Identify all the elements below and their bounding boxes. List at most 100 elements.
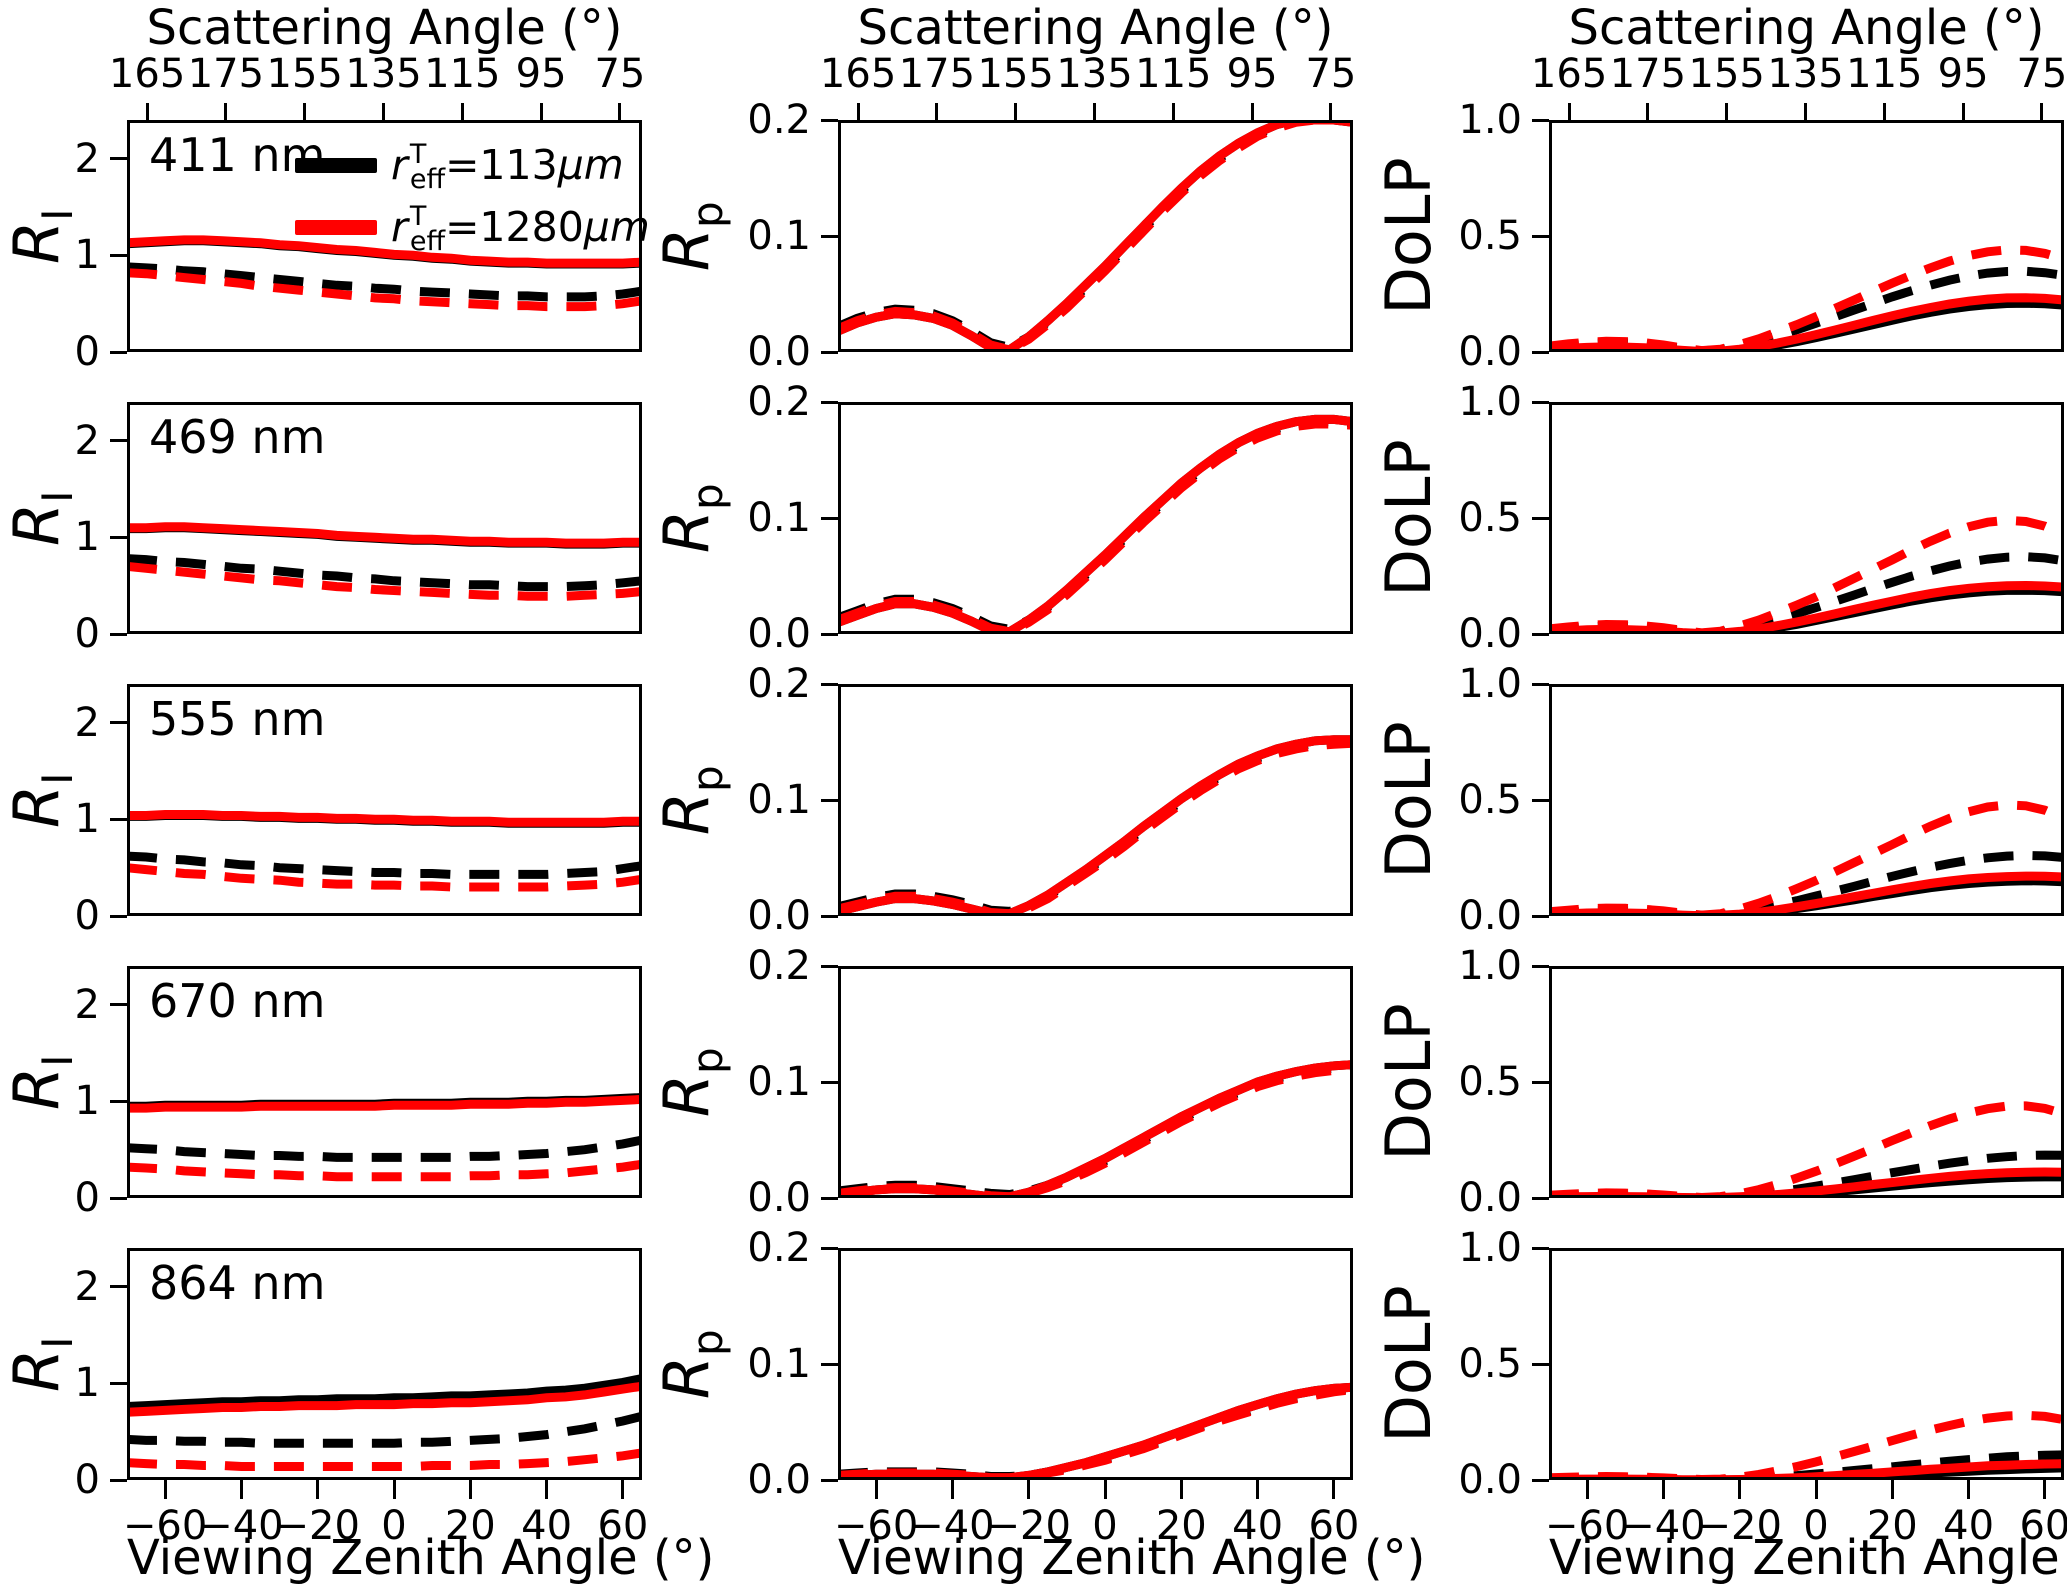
axes-frame (838, 684, 1353, 916)
x-tick-label: −60 (1544, 1503, 1630, 1549)
curve-red-dashed (1549, 1410, 2064, 1480)
y-tick (1532, 964, 1549, 968)
x-tick-label: 60 (597, 1503, 649, 1549)
top-axis-title: Scattering Angle (°) (857, 0, 1334, 56)
x-tick-label: 0 (1092, 1503, 1118, 1549)
top-tick (224, 103, 228, 120)
curve-black-dashed (1549, 266, 2064, 352)
plot-area (838, 684, 1353, 916)
axes-frame (838, 120, 1353, 352)
axes-frame (1549, 966, 2064, 1198)
panel-670nm-R_p: 0.2 0.1 0.0 (747, 944, 1353, 1220)
y-tick (110, 817, 127, 821)
curve-red-dashed (127, 268, 642, 312)
y-tick (821, 350, 838, 354)
plot-area (1549, 966, 2064, 1198)
curve-black-solid (127, 1374, 642, 1411)
curve-red-solid (838, 735, 1353, 916)
x-tick-label: 20 (1155, 1503, 1207, 1549)
y-tick (110, 350, 127, 354)
y-tick (1532, 516, 1549, 520)
y-tick (110, 1381, 127, 1385)
plot-area (1549, 684, 2064, 916)
curve-red-dashed (1549, 1101, 2064, 1198)
curve-red-dashed (838, 1385, 1353, 1480)
y-tick-label: 0.1 (747, 495, 811, 541)
curve-red-dashed (838, 738, 1353, 916)
curve-black-dashed (127, 262, 642, 302)
top-tick-label: 155 (977, 51, 1054, 97)
x-tick-label: 20 (1866, 1503, 1918, 1549)
y-tick-label: 0.5 (1458, 495, 1522, 541)
bottom-tick (874, 1480, 878, 1499)
bottom-tick (1814, 1480, 1818, 1499)
plot-area (127, 1248, 642, 1480)
bottom-tick (545, 1480, 549, 1499)
curve-red-dashed (127, 1159, 642, 1182)
axes-frame (1549, 120, 2064, 352)
y-tick-label: 0 (74, 611, 100, 657)
panel-469nm-R_I: 2 1 0 469 nm (75, 402, 642, 656)
y-tick (821, 234, 838, 238)
curve-red-solid (1549, 293, 2064, 352)
bottom-tick (468, 1480, 472, 1499)
curve-black-dashed (127, 1135, 642, 1162)
y-tick (1532, 118, 1549, 122)
wavelength-label: 555 nm (149, 692, 326, 746)
curve-red-solid (1549, 580, 2064, 634)
top-tick-label: 75 (2016, 51, 2067, 97)
top-tick (1725, 103, 1729, 120)
panel-864nm-DoLP: 1.0 0.5 0.0 −60 −40 −20 0 20 40 60 (1458, 1226, 2067, 1548)
curve-red-dashed (1549, 515, 2064, 634)
wavelength-label: 864 nm (149, 1256, 326, 1310)
y-tick-label: 0.0 (747, 893, 811, 939)
panel-864nm-R_I: 2 1 0 −60 −40 −20 0 20 40 60 864 nm (75, 1248, 648, 1548)
y-tick-label: 1.0 (1458, 1225, 1522, 1271)
top-tick (1567, 103, 1571, 120)
y-tick (1532, 1196, 1549, 1200)
y-tick-label: 0.2 (747, 1225, 811, 1271)
legend-value: =113 (445, 141, 558, 189)
y-tick-label: 0.1 (747, 213, 811, 259)
plot-area (838, 402, 1353, 634)
y-axis-label-sub: I (33, 1054, 83, 1067)
y-tick (110, 1285, 127, 1289)
y-tick-label: 0.2 (747, 379, 811, 425)
y-tick-label: 0.2 (747, 97, 811, 143)
x-tick-label: 40 (521, 1503, 573, 1549)
y-tick (110, 157, 127, 161)
curve-black-dashed (838, 417, 1353, 634)
top-tick-label: 135 (345, 51, 422, 97)
curve-black-dashed (127, 851, 642, 879)
curve-red-dashed (127, 1448, 642, 1471)
top-tick (1171, 103, 1175, 120)
top-tick-label: 115 (1846, 51, 1923, 97)
y-tick (821, 516, 838, 520)
top-tick-label: 95 (1226, 51, 1278, 97)
y-tick-label: 1 (74, 1078, 100, 1125)
y-tick-label: 1.0 (1458, 379, 1522, 425)
axes-frame (127, 402, 642, 634)
y-tick-label: 0.0 (747, 1457, 811, 1503)
top-tick-label: 155 (1688, 51, 1765, 97)
y-tick-label: 1.0 (1458, 943, 1522, 989)
y-tick-label: 0.0 (747, 1175, 811, 1221)
bottom-tick (1585, 1480, 1589, 1499)
y-tick (821, 682, 838, 686)
top-tick (303, 103, 307, 120)
top-tick (1961, 103, 1965, 120)
y-tick-label: 0 (74, 893, 100, 939)
plot-area (127, 966, 642, 1198)
x-tick-label: 0 (381, 1503, 407, 1549)
y-axis-label-sub: I (33, 772, 83, 785)
legend-value: =1280 (445, 203, 584, 251)
y-tick-label: 0.0 (747, 329, 811, 375)
bottom-tick (1661, 1480, 1665, 1499)
axes-frame (127, 966, 642, 1198)
panel-555nm-R_I: 2 1 0 555 nm (75, 684, 642, 938)
top-tick-label: 115 (424, 51, 501, 97)
